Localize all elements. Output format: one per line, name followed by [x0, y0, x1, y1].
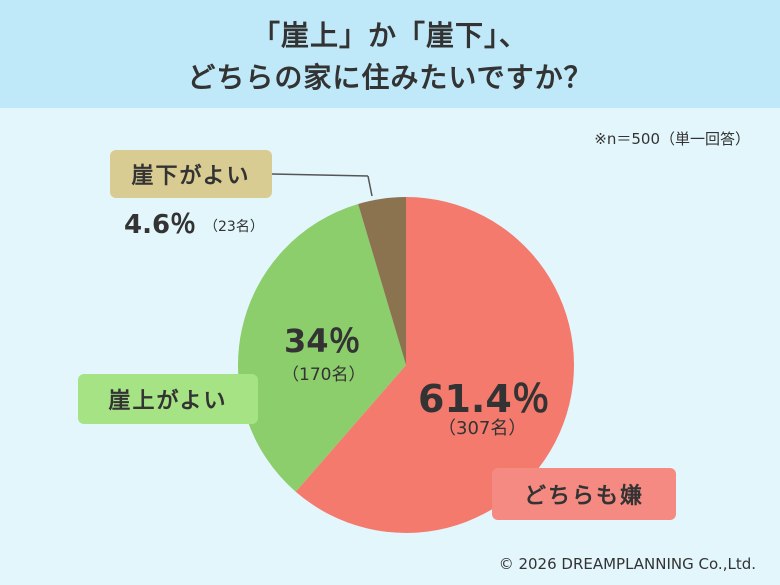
leader-line-lower-horizontal: [271, 173, 369, 177]
value-label-lower: 4.6％: [124, 210, 197, 240]
leader-line-lower: [367, 175, 373, 197]
count-label-lower: （23名）: [204, 219, 264, 235]
legend-label-neither: どちらも嫌: [492, 468, 676, 520]
count-label-neither: （307名）: [438, 418, 527, 439]
pie-slice-lower: [358, 197, 406, 365]
value-label-upper: 34％: [284, 322, 361, 360]
value-label-neither: 61.4％: [418, 377, 550, 421]
title-line-1: 「崖上」か「崖下」、: [251, 19, 528, 52]
title-banner: [0, 0, 780, 108]
pie-slice-neither: [295, 197, 575, 533]
legend-label-lower: 崖下がよい: [110, 150, 272, 198]
pie-slice-upper: [238, 203, 406, 492]
sample-note: ※n＝500（単一回答）: [594, 130, 750, 148]
count-label-upper: （170名）: [282, 365, 366, 385]
legend-label-upper: 崖上がよい: [78, 374, 258, 424]
title-line-2: どちらの家に住みたいですか？: [187, 61, 593, 94]
copyright: © 2026 DREAMPLANNING Co.,Ltd.: [498, 555, 756, 573]
